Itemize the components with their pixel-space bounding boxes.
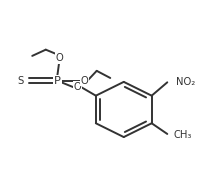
Text: O: O [74,82,82,92]
Text: O: O [80,76,88,86]
Text: CH₃: CH₃ [174,130,192,140]
Text: S: S [18,76,24,86]
Text: O: O [55,53,63,63]
Text: NO₂: NO₂ [176,77,195,87]
Text: P: P [54,76,61,86]
